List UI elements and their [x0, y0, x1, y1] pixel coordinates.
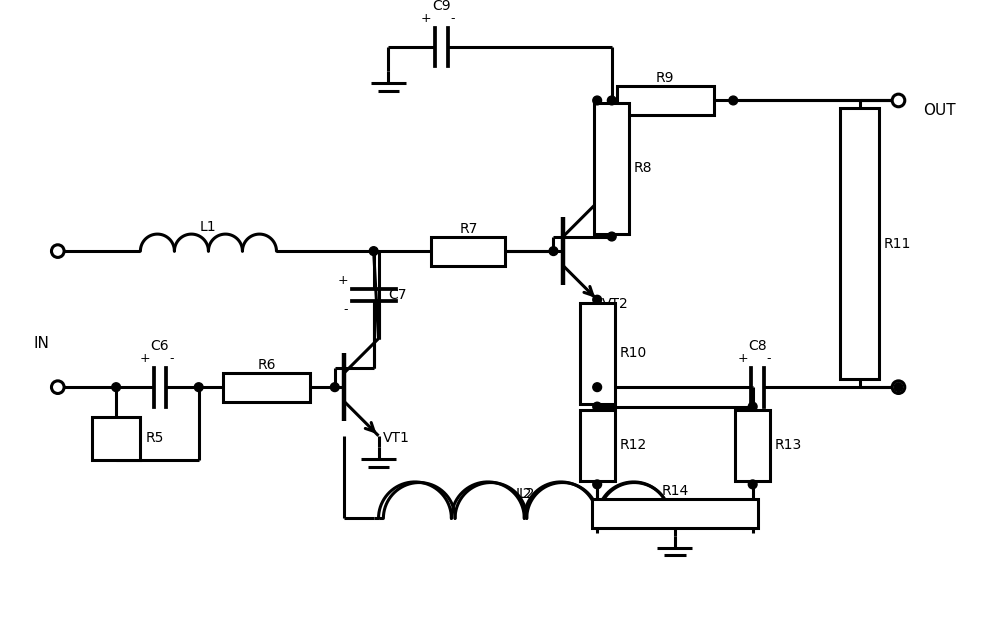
Text: -: -: [767, 352, 771, 365]
Text: +: +: [337, 274, 348, 286]
Text: L2: L2: [518, 487, 535, 501]
Text: L1: L1: [200, 220, 217, 234]
Circle shape: [593, 402, 602, 411]
Circle shape: [892, 381, 905, 394]
Text: OUT: OUT: [923, 103, 955, 117]
Bar: [580, 410, 615, 481]
Circle shape: [593, 480, 602, 489]
Text: R8: R8: [634, 161, 653, 175]
Bar: [580, 303, 615, 404]
Text: R12: R12: [620, 439, 647, 453]
Text: VT2: VT2: [602, 297, 629, 311]
Circle shape: [194, 383, 203, 392]
Text: +: +: [421, 11, 431, 25]
Bar: [223, 373, 310, 402]
Bar: [92, 417, 140, 460]
Text: R5: R5: [145, 431, 164, 445]
Circle shape: [748, 402, 757, 411]
Circle shape: [369, 247, 378, 255]
Bar: [617, 86, 714, 115]
Text: R9: R9: [656, 71, 674, 85]
Circle shape: [607, 96, 616, 105]
Text: R6: R6: [257, 358, 276, 372]
Text: -: -: [169, 352, 174, 365]
Text: L2: L2: [516, 487, 533, 501]
Text: C7: C7: [388, 288, 407, 302]
Circle shape: [748, 480, 757, 489]
Bar: [592, 499, 758, 528]
Text: R13: R13: [775, 439, 802, 453]
Text: R11: R11: [884, 237, 911, 251]
Circle shape: [607, 232, 616, 241]
Text: -: -: [343, 303, 348, 316]
Circle shape: [894, 383, 903, 392]
Circle shape: [593, 383, 602, 392]
Text: R10: R10: [620, 346, 647, 360]
Text: +: +: [738, 352, 748, 365]
Circle shape: [729, 96, 738, 105]
Circle shape: [330, 383, 339, 392]
Circle shape: [593, 96, 602, 105]
Text: C6: C6: [151, 339, 169, 353]
Text: R7: R7: [459, 222, 478, 236]
Bar: [431, 236, 505, 265]
Text: -: -: [450, 11, 454, 25]
Circle shape: [51, 381, 64, 394]
Text: +: +: [140, 352, 151, 365]
Circle shape: [593, 295, 602, 304]
Circle shape: [549, 247, 558, 255]
Bar: [594, 104, 629, 234]
Text: R14: R14: [661, 484, 689, 498]
Circle shape: [892, 94, 905, 107]
Text: VT1: VT1: [383, 431, 410, 445]
Bar: [735, 410, 770, 481]
Circle shape: [112, 383, 120, 392]
Circle shape: [51, 244, 64, 257]
Text: C8: C8: [748, 339, 767, 353]
Text: C9: C9: [432, 0, 451, 13]
Text: IN: IN: [33, 336, 49, 351]
Bar: [840, 108, 879, 379]
